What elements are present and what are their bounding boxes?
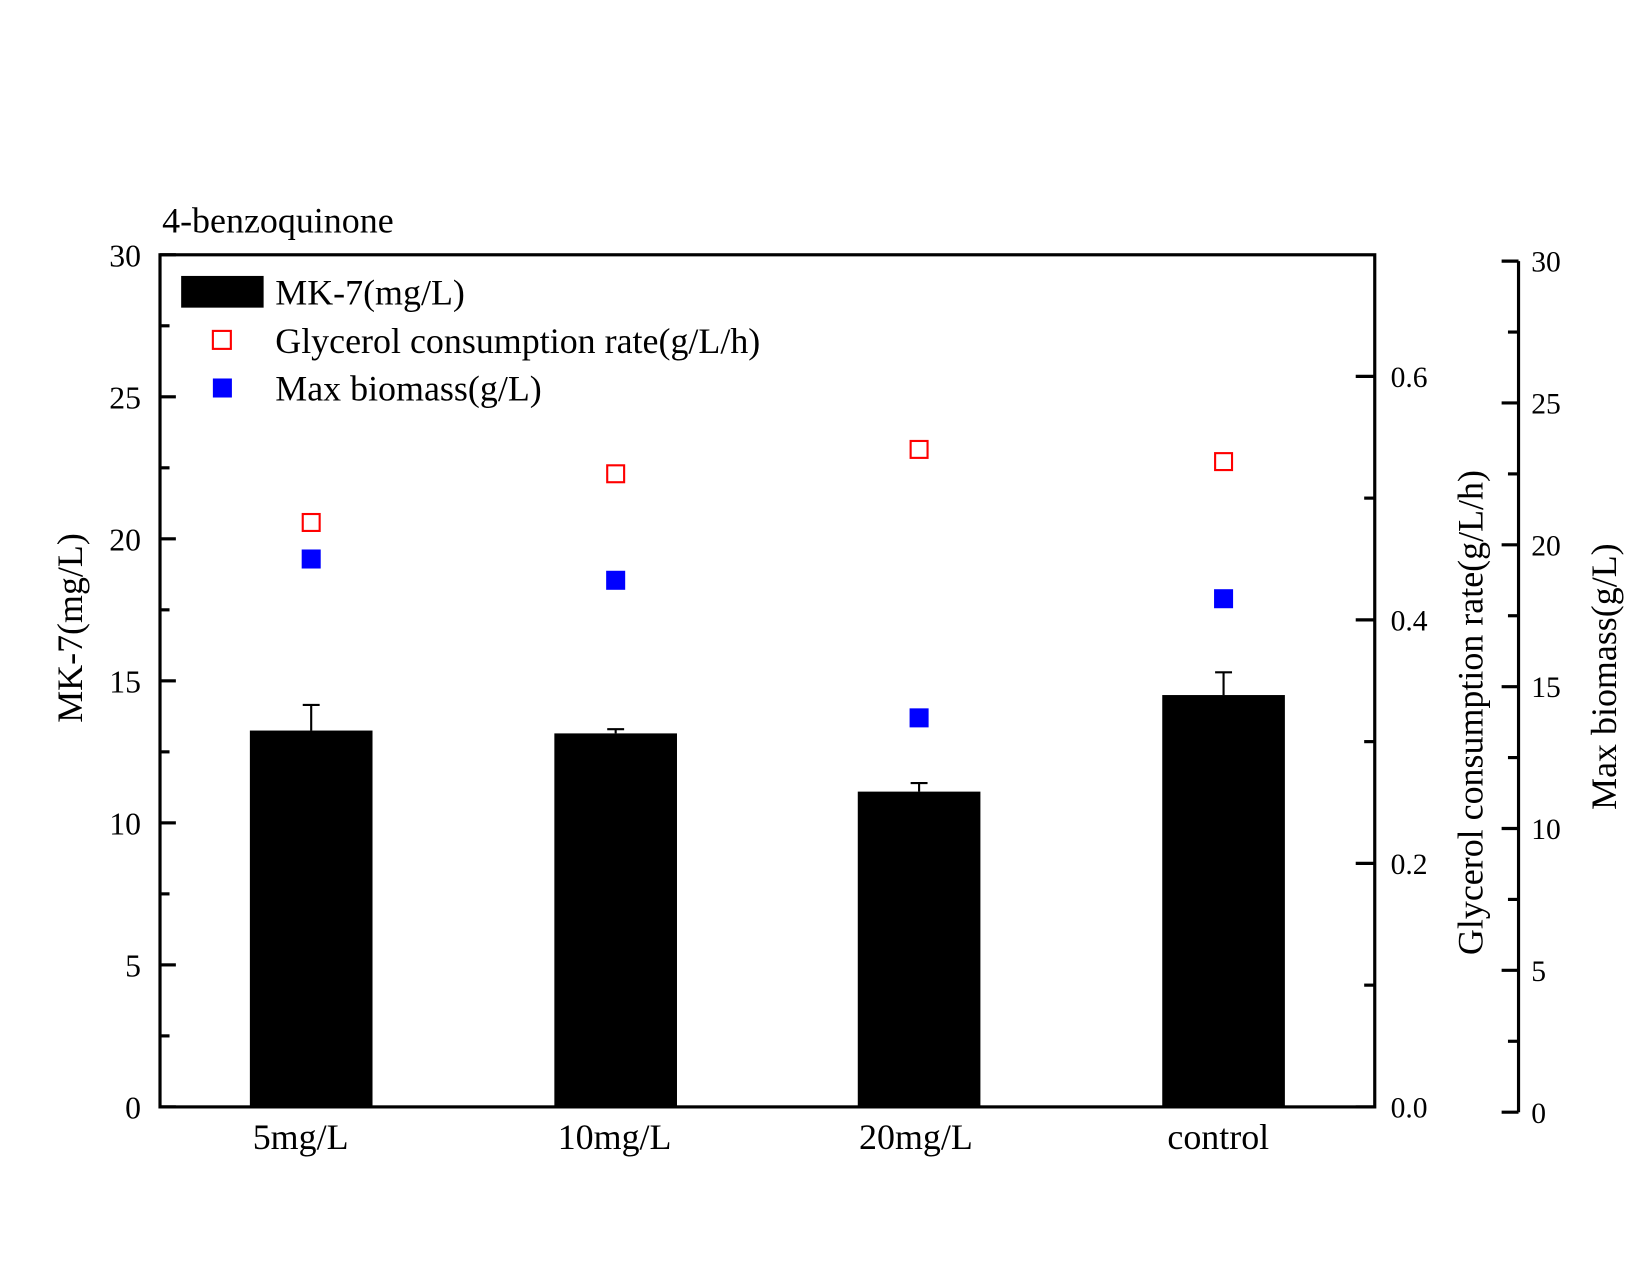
right1-axis-tick-label: 0.6 (1391, 362, 1428, 394)
right2-axis-tick-label: 5 (1531, 956, 1546, 988)
right1-axis-tick-label: 0.0 (1391, 1092, 1428, 1124)
legend-label-glycerol: Glycerol consumption rate(g/L/h) (275, 321, 760, 361)
chart-title: 4-benzoquinone (162, 201, 394, 241)
right2-axis-tick-label: 30 (1531, 247, 1561, 279)
legend: MK-7(mg/L) Glycerol consumption rate(g/L… (181, 272, 760, 409)
right2-axis-tick-label: 25 (1531, 389, 1561, 421)
x-axis-tick-label: 10mg/L (558, 1117, 672, 1157)
point-glycerol (606, 464, 626, 484)
left-axis-tick-label: 15 (109, 664, 141, 699)
right2-axis-label: Max biomass(g/L) (1584, 543, 1624, 809)
left-axis-label: MK-7(mg/L) (50, 533, 90, 723)
left-axis-tick-label: 20 (109, 522, 141, 557)
right1-axis-label: Glycerol consumption rate(g/L/h) (1451, 470, 1491, 955)
left-axis-tick-label: 0 (125, 1091, 141, 1126)
point-glycerol (909, 439, 929, 459)
bar-mk7 (857, 791, 981, 1107)
point-biomass (909, 708, 929, 728)
point-biomass (301, 549, 321, 569)
legend-swatch-mk7 (181, 275, 264, 308)
right1-axis-tick-label: 0.2 (1391, 849, 1428, 881)
point-glycerol (301, 512, 321, 532)
right1-axis-tick-label: 0.4 (1391, 605, 1428, 637)
bar-mk7 (554, 733, 677, 1107)
left-axis-tick-label: 30 (109, 238, 141, 273)
legend-swatch-glycerol (211, 329, 232, 350)
right2-axis-tick-label: 20 (1531, 530, 1561, 562)
left-axis-tick-label: 25 (109, 380, 141, 415)
x-axis-tick-label: 5mg/L (253, 1117, 349, 1157)
x-axis-tick-label: 20mg/L (859, 1117, 973, 1157)
legend-label-biomass: Max biomass(g/L) (275, 369, 541, 409)
right2-axis-tick-label: 0 (1531, 1098, 1546, 1130)
right2-axis-tick-label: 15 (1531, 672, 1561, 704)
bar-mk7 (249, 730, 373, 1107)
left-axis-tick-label: 10 (109, 806, 141, 841)
bar-mk7 (1162, 695, 1285, 1107)
legend-swatch-biomass (212, 378, 232, 398)
right2-axis-tick-label: 10 (1531, 814, 1561, 846)
point-biomass (606, 570, 626, 590)
point-biomass (1214, 589, 1234, 609)
x-axis-tick-label: control (1167, 1117, 1269, 1157)
point-glycerol (1214, 452, 1234, 472)
left-axis-tick-label: 5 (125, 949, 141, 984)
legend-label-mk7: MK-7(mg/L) (275, 272, 465, 312)
